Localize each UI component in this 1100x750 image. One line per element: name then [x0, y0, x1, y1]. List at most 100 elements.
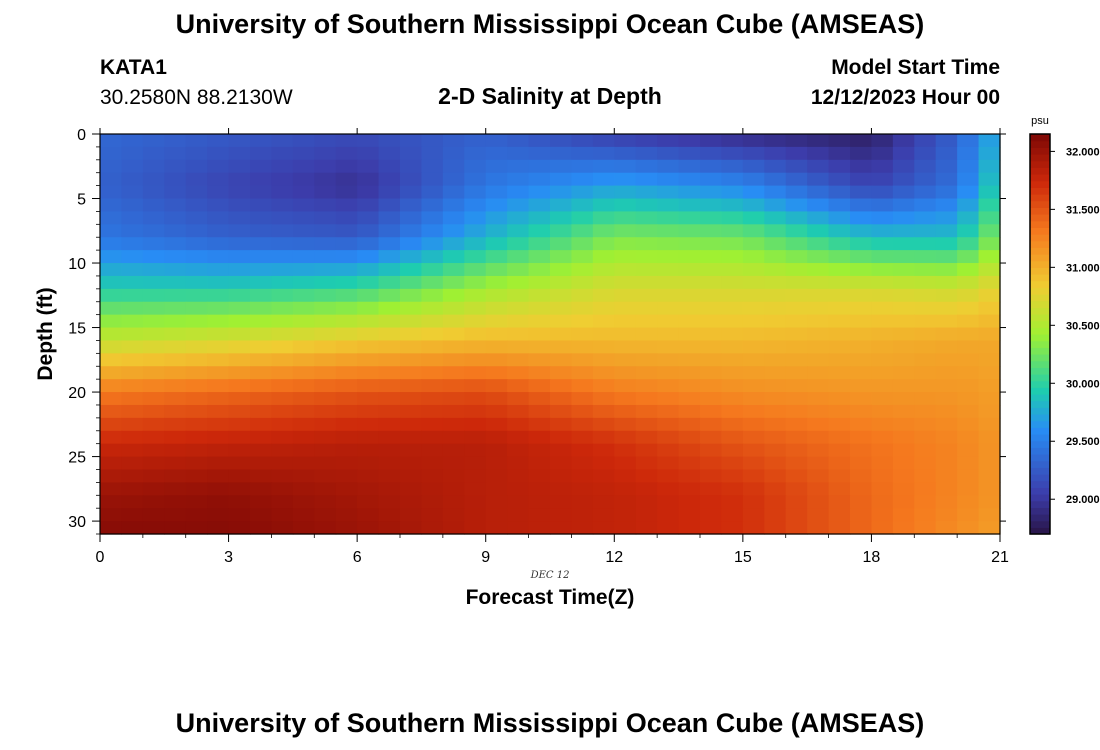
- heatmap-cell: [378, 482, 401, 496]
- heatmap-cell: [357, 288, 380, 303]
- heatmap-cell: [742, 301, 765, 316]
- heatmap-cell: [507, 237, 530, 251]
- heatmap-cell: [550, 366, 573, 380]
- heatmap-cell: [142, 443, 165, 458]
- heatmap-cell: [807, 275, 830, 290]
- heatmap-cell: [785, 508, 808, 522]
- heatmap-cell: [764, 185, 787, 200]
- heatmap-cell: [442, 392, 465, 406]
- heatmap-cell: [892, 275, 915, 290]
- heatmap-cell: [100, 521, 123, 535]
- heatmap-cell: [357, 404, 380, 419]
- heatmap-cell: [935, 134, 958, 148]
- heatmap-cell: [250, 495, 273, 509]
- heatmap-cell: [464, 159, 487, 174]
- heatmap-cell: [314, 508, 337, 522]
- heatmap-cell: [378, 430, 401, 445]
- heatmap-cell: [892, 482, 915, 496]
- heatmap-cell: [507, 469, 530, 483]
- heatmap-cell: [550, 198, 573, 213]
- heatmap-cell: [335, 237, 358, 251]
- heatmap-cell: [164, 185, 187, 200]
- heatmap-cell: [914, 508, 937, 522]
- heatmap-cell: [871, 508, 894, 522]
- heatmap-cell: [721, 172, 744, 187]
- colorbar-band: [1030, 334, 1050, 342]
- heatmap-cell: [507, 430, 530, 445]
- heatmap-cell: [121, 366, 144, 380]
- heatmap-cell: [978, 379, 1001, 393]
- heatmap-cell: [635, 314, 658, 329]
- heatmap-cell: [657, 146, 680, 161]
- heatmap-cell: [464, 508, 487, 522]
- heatmap-cell: [892, 404, 915, 419]
- heatmap-cell: [657, 379, 680, 393]
- heatmap-cell: [292, 366, 315, 380]
- heatmap-cell: [935, 469, 958, 483]
- heatmap-cell: [914, 198, 937, 213]
- heatmap-cell: [357, 392, 380, 406]
- heatmap-cell: [764, 417, 787, 432]
- heatmap-cell: [357, 146, 380, 161]
- heatmap-cell: [850, 508, 873, 522]
- heatmap-cell: [892, 327, 915, 342]
- heatmap-cell: [335, 521, 358, 535]
- heatmap-cell: [871, 211, 894, 225]
- heatmap-cell: [700, 456, 723, 471]
- heatmap-cell: [678, 482, 701, 496]
- heatmap-cell: [421, 469, 444, 483]
- heatmap-cell: [250, 340, 273, 354]
- heatmap-cell: [978, 469, 1001, 483]
- heatmap-cell: [892, 469, 915, 483]
- heatmap-cell: [507, 417, 530, 432]
- heatmap-cell: [292, 417, 315, 432]
- heatmap-cell: [871, 430, 894, 445]
- heatmap-cell: [700, 521, 723, 535]
- heatmap-cell: [550, 521, 573, 535]
- heatmap-cell: [121, 327, 144, 342]
- heatmap-cell: [785, 340, 808, 354]
- heatmap-cell: [721, 443, 744, 458]
- heatmap-cell: [957, 134, 980, 148]
- heatmap-cell: [892, 185, 915, 200]
- heatmap-cell: [914, 353, 937, 367]
- colorbar-tick-label: 30.500: [1066, 320, 1100, 332]
- heatmap-cell: [935, 185, 958, 200]
- heatmap-cell: [485, 134, 508, 148]
- heatmap-cell: [100, 366, 123, 380]
- heatmap-cell: [657, 159, 680, 174]
- heatmap-cell: [657, 185, 680, 200]
- heatmap-cell: [935, 366, 958, 380]
- heatmap-cell: [721, 224, 744, 238]
- colorbar-band: [1030, 380, 1050, 388]
- heatmap-cell: [485, 275, 508, 290]
- y-tick-label: 5: [77, 192, 86, 209]
- heatmap-cell: [657, 340, 680, 354]
- colorbar-band: [1030, 467, 1050, 475]
- heatmap-cell: [121, 392, 144, 406]
- heatmap-cell: [335, 263, 358, 277]
- heatmap-cell: [207, 263, 230, 277]
- heatmap-cell: [528, 443, 551, 458]
- heatmap-cell: [250, 301, 273, 316]
- heatmap-cell: [764, 469, 787, 483]
- heatmap-cell: [207, 250, 230, 264]
- heatmap-cell: [442, 172, 465, 187]
- heatmap-cell: [100, 314, 123, 329]
- heatmap-cell: [207, 379, 230, 393]
- heatmap-cell: [121, 134, 144, 148]
- heatmap-cell: [442, 495, 465, 509]
- heatmap-cell: [957, 224, 980, 238]
- heatmap-cell: [914, 482, 937, 496]
- heatmap-cell: [742, 521, 765, 535]
- heatmap-cell: [400, 314, 423, 329]
- heatmap-cell: [935, 430, 958, 445]
- heatmap-cell: [421, 430, 444, 445]
- heatmap-cell: [678, 237, 701, 251]
- heatmap-cell: [207, 495, 230, 509]
- heatmap-cell: [421, 327, 444, 342]
- heatmap-cell: [528, 172, 551, 187]
- heatmap-cell: [528, 327, 551, 342]
- heatmap-cell: [807, 237, 830, 251]
- heatmap-cell: [850, 185, 873, 200]
